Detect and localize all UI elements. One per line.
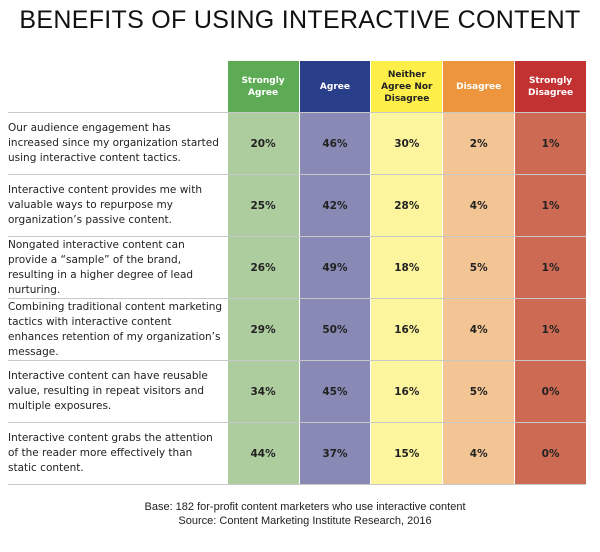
- value-cell: 37%: [299, 423, 371, 484]
- footer: Base: 182 for-profit content marketers w…: [0, 500, 600, 528]
- table-row: Nongated interactive content can provide…: [8, 236, 586, 298]
- header-row: Strongly Agree Agree Neither Agree Nor Dis…: [8, 61, 586, 112]
- statement: Interactive content provides me with val…: [8, 184, 202, 226]
- column-header: Neither Agree Nor Disagree: [371, 61, 443, 112]
- value-cell: 4%: [443, 299, 515, 360]
- value-cell: 29%: [227, 299, 299, 360]
- table-row: Combining traditional content marketing …: [8, 298, 586, 360]
- statement: Combining traditional content marketing …: [8, 300, 223, 358]
- statement: Interactive content can have reusable va…: [8, 370, 208, 412]
- table-row: Interactive content grabs the attention …: [8, 422, 586, 485]
- value-cell: 16%: [371, 299, 443, 360]
- value-cell: 4%: [443, 423, 515, 484]
- value-cell: 50%: [299, 299, 371, 360]
- survey-table: Strongly Agree Agree Neither Agree Nor Dis…: [8, 61, 586, 485]
- value-cell: 18%: [371, 237, 443, 298]
- statement: Interactive content grabs the attention …: [8, 432, 213, 474]
- value-cell: 49%: [299, 237, 371, 298]
- value-cell: 1%: [515, 237, 586, 298]
- column-header: Strongly Disagree: [515, 61, 586, 112]
- value-cell: 1%: [515, 113, 586, 174]
- value-cell: 5%: [443, 237, 515, 298]
- table-row: Interactive content provides me with val…: [8, 174, 586, 236]
- column-header: Agree: [299, 61, 371, 112]
- value-cell: 34%: [227, 361, 299, 422]
- value-cell: 42%: [299, 175, 371, 236]
- value-cell: 5%: [443, 361, 515, 422]
- value-cell: 1%: [515, 299, 586, 360]
- value-cell: 0%: [515, 423, 586, 484]
- source-note: Source: Content Marketing Institute Rese…: [178, 515, 432, 527]
- value-cell: 16%: [371, 361, 443, 422]
- value-cell: 0%: [515, 361, 586, 422]
- statement: Nongated interactive content can provide…: [8, 238, 194, 296]
- base-note: Base: 182 for-profit content marketers w…: [144, 501, 466, 513]
- value-cell: 4%: [443, 175, 515, 236]
- table-row: Interactive content can have reusable va…: [8, 360, 586, 422]
- value-cell: 20%: [227, 113, 299, 174]
- value-cell: 1%: [515, 175, 586, 236]
- value-cell: 15%: [371, 423, 443, 484]
- value-cell: 45%: [299, 361, 371, 422]
- column-header: Strongly Agree: [227, 61, 299, 112]
- value-cell: 25%: [227, 175, 299, 236]
- table-row: Our audience engagement has increased si…: [8, 112, 586, 174]
- column-header: Disagree: [443, 61, 515, 112]
- value-cell: 28%: [371, 175, 443, 236]
- statement: Our audience engagement has increased si…: [8, 122, 219, 164]
- value-cell: 26%: [227, 237, 299, 298]
- chart-title: BENEFITS OF USING INTERACTIVE CONTENT: [19, 6, 581, 34]
- value-cell: 2%: [443, 113, 515, 174]
- value-cell: 30%: [371, 113, 443, 174]
- value-cell: 44%: [227, 423, 299, 484]
- value-cell: 46%: [299, 113, 371, 174]
